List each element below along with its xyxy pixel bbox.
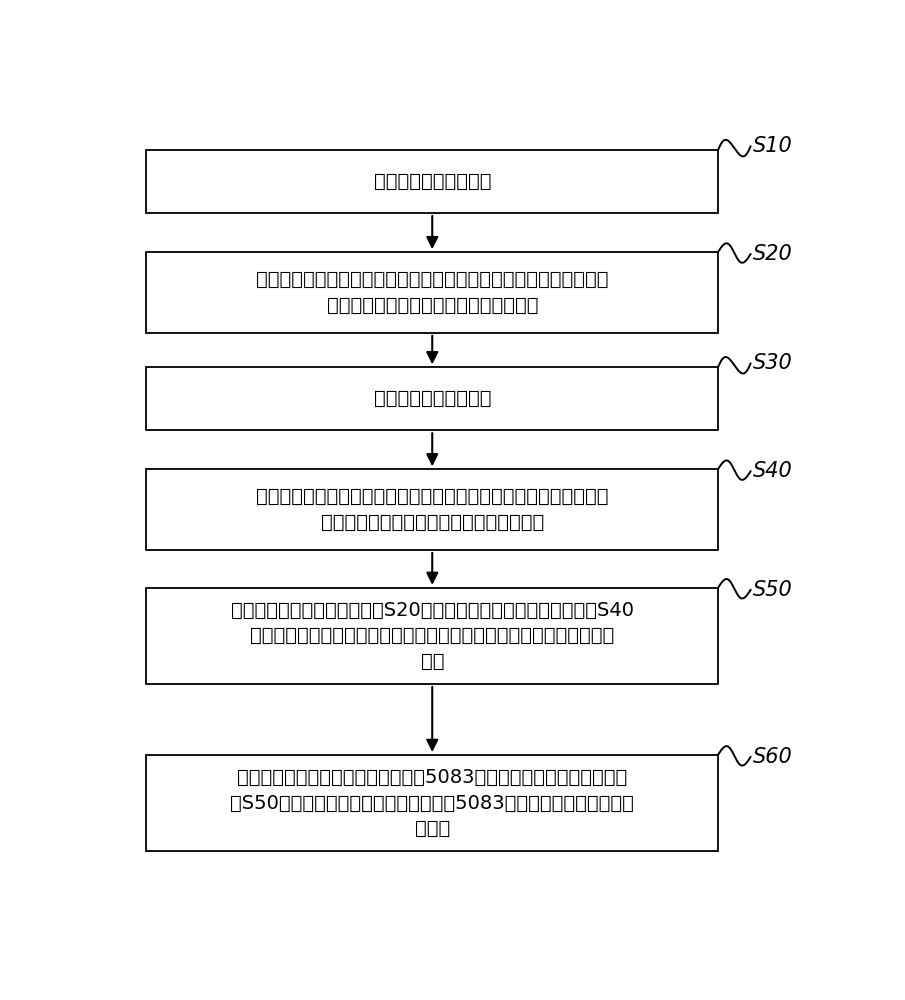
Text: 在金相显微镜下分别观察多个待检测5083合金板材的显微组织，对比步: 在金相显微镜下分别观察多个待检测5083合金板材的显微组织，对比步 (237, 768, 627, 787)
Text: 据单位面积的质量损失对第二样品划分等级: 据单位面积的质量损失对第二样品划分等级 (320, 513, 544, 532)
Text: S60: S60 (753, 747, 793, 767)
Text: S20: S20 (753, 244, 793, 264)
Text: S30: S30 (753, 353, 793, 373)
Bar (147, 150, 718, 213)
Text: S50: S50 (753, 580, 793, 600)
Bar (147, 367, 718, 430)
Bar (147, 588, 718, 684)
Text: 从压延厂取得第一样品: 从压延厂取得第一样品 (374, 172, 491, 191)
Text: 性级别: 性级别 (414, 819, 450, 838)
Bar (147, 469, 718, 550)
Text: 在金相显微镜下观察经过步骤S20的第一样品的显微组织和经过步骤S40: 在金相显微镜下观察经过步骤S20的第一样品的显微组织和经过步骤S40 (231, 601, 634, 620)
Text: S40: S40 (753, 461, 793, 481)
Bar (147, 252, 718, 333)
Text: 收集多个第二样品，对第二样品进行敏化处理和晶间腑蚀检测后，根: 收集多个第二样品，对第二样品进行敏化处理和晶间腑蚀检测后，根 (256, 487, 608, 506)
Text: S10: S10 (753, 136, 793, 156)
Text: 的第二样品的显微组织，并分别得到第一样品和第二样品的对应的金相: 的第二样品的显微组织，并分别得到第一样品和第二样品的对应的金相 (250, 626, 614, 645)
Text: 图谱: 图谱 (421, 652, 444, 671)
Text: 骤S50得到的金相图谱，判定多个待检测5083合金板材的晶间腑蚀敏感: 骤S50得到的金相图谱，判定多个待检测5083合金板材的晶间腑蚀敏感 (230, 793, 634, 812)
Text: 从压延厂取得第二样品: 从压延厂取得第二样品 (374, 389, 491, 408)
Text: 单位面积的质量损失对第一样品划分等级: 单位面积的质量损失对第一样品划分等级 (327, 296, 538, 315)
Bar (147, 755, 718, 851)
Text: 收集多个第一样品，对收集到的第一样品进行晶间腑蚀检测后，根据: 收集多个第一样品，对收集到的第一样品进行晶间腑蚀检测后，根据 (256, 270, 608, 289)
